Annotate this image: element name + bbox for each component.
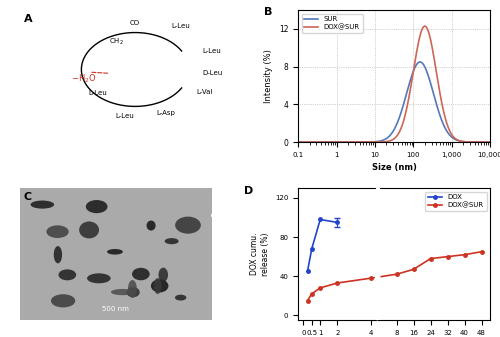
Text: L-Leu: L-Leu [88,91,107,96]
Ellipse shape [146,220,156,231]
Line: DOX: DOX [306,218,339,273]
Ellipse shape [54,246,62,263]
Ellipse shape [128,280,137,298]
Ellipse shape [175,217,201,234]
Text: L-Leu: L-Leu [171,23,190,29]
Y-axis label: Intensity (%): Intensity (%) [264,49,274,103]
DOX@SUR [444,255,450,259]
SUR [445,131,451,135]
Ellipse shape [87,273,110,283]
Ellipse shape [86,200,108,213]
DOX@SUR [427,36,433,40]
DOX@SUR [295,140,301,144]
SUR [448,135,454,139]
X-axis label: Size (nm): Size (nm) [372,163,416,172]
Bar [20,188,212,320]
Text: L-Leu: L-Leu [202,48,221,54]
DOX@SUR [368,276,374,280]
SUR [417,60,423,64]
Ellipse shape [175,295,186,301]
Text: L-Val: L-Val [196,89,213,95]
Ellipse shape [151,279,168,293]
Text: L-Leu: L-Leu [115,113,134,119]
Ellipse shape [154,278,162,294]
Ellipse shape [164,238,178,244]
DOX@SUR [315,140,321,144]
DOX@SUR [428,256,434,261]
DOX [334,220,340,224]
Text: $-$H$_2$O: $-$H$_2$O [70,72,96,85]
SUR [295,140,301,144]
Text: A: A [24,14,32,24]
DOX@SUR [478,250,484,254]
SUR [487,140,493,144]
Ellipse shape [132,268,150,280]
DOX@SUR [487,140,493,144]
Text: D-Leu: D-Leu [202,70,222,76]
Ellipse shape [158,268,168,282]
Text: CH$_2$: CH$_2$ [109,37,124,47]
SUR [380,139,386,143]
Ellipse shape [58,269,76,280]
SUR [427,80,433,84]
Y-axis label: DOX cumu.
release (%): DOX cumu. release (%) [250,233,270,276]
DOX@SUR [308,292,314,296]
Ellipse shape [46,225,68,238]
Text: L-Asp: L-Asp [156,110,176,116]
Text: 500 nm: 500 nm [102,306,130,312]
DOX@SUR [445,125,451,129]
DOX@SUR [380,140,386,144]
DOX@SUR [422,24,428,28]
Ellipse shape [107,249,123,254]
DOX@SUR [304,299,310,303]
Text: C: C [24,192,32,202]
Ellipse shape [30,201,54,209]
Text: CO: CO [130,20,140,26]
Ellipse shape [111,289,134,295]
DOX [304,269,310,273]
DOX@SUR [372,140,378,144]
Ellipse shape [51,294,76,307]
DOX@SUR [410,267,416,271]
DOX@SUR [334,281,340,285]
DOX [317,217,323,221]
DOX [308,247,314,251]
Line: DOX@SUR: DOX@SUR [306,250,483,302]
DOX@SUR [317,286,323,290]
Line: DOX@SUR: DOX@SUR [298,26,490,142]
Line: SUR: SUR [298,62,490,142]
SUR [372,140,378,144]
Text: B: B [264,7,272,18]
DOX@SUR [394,272,400,276]
Ellipse shape [79,221,99,239]
SUR [315,140,321,144]
Legend: SUR, DOX@SUR: SUR, DOX@SUR [302,13,363,33]
DOX@SUR [448,132,454,136]
DOX@SUR [462,253,468,257]
Text: D: D [244,186,254,195]
Ellipse shape [126,287,140,297]
Legend: DOX, DOX@SUR: DOX, DOX@SUR [426,192,486,211]
